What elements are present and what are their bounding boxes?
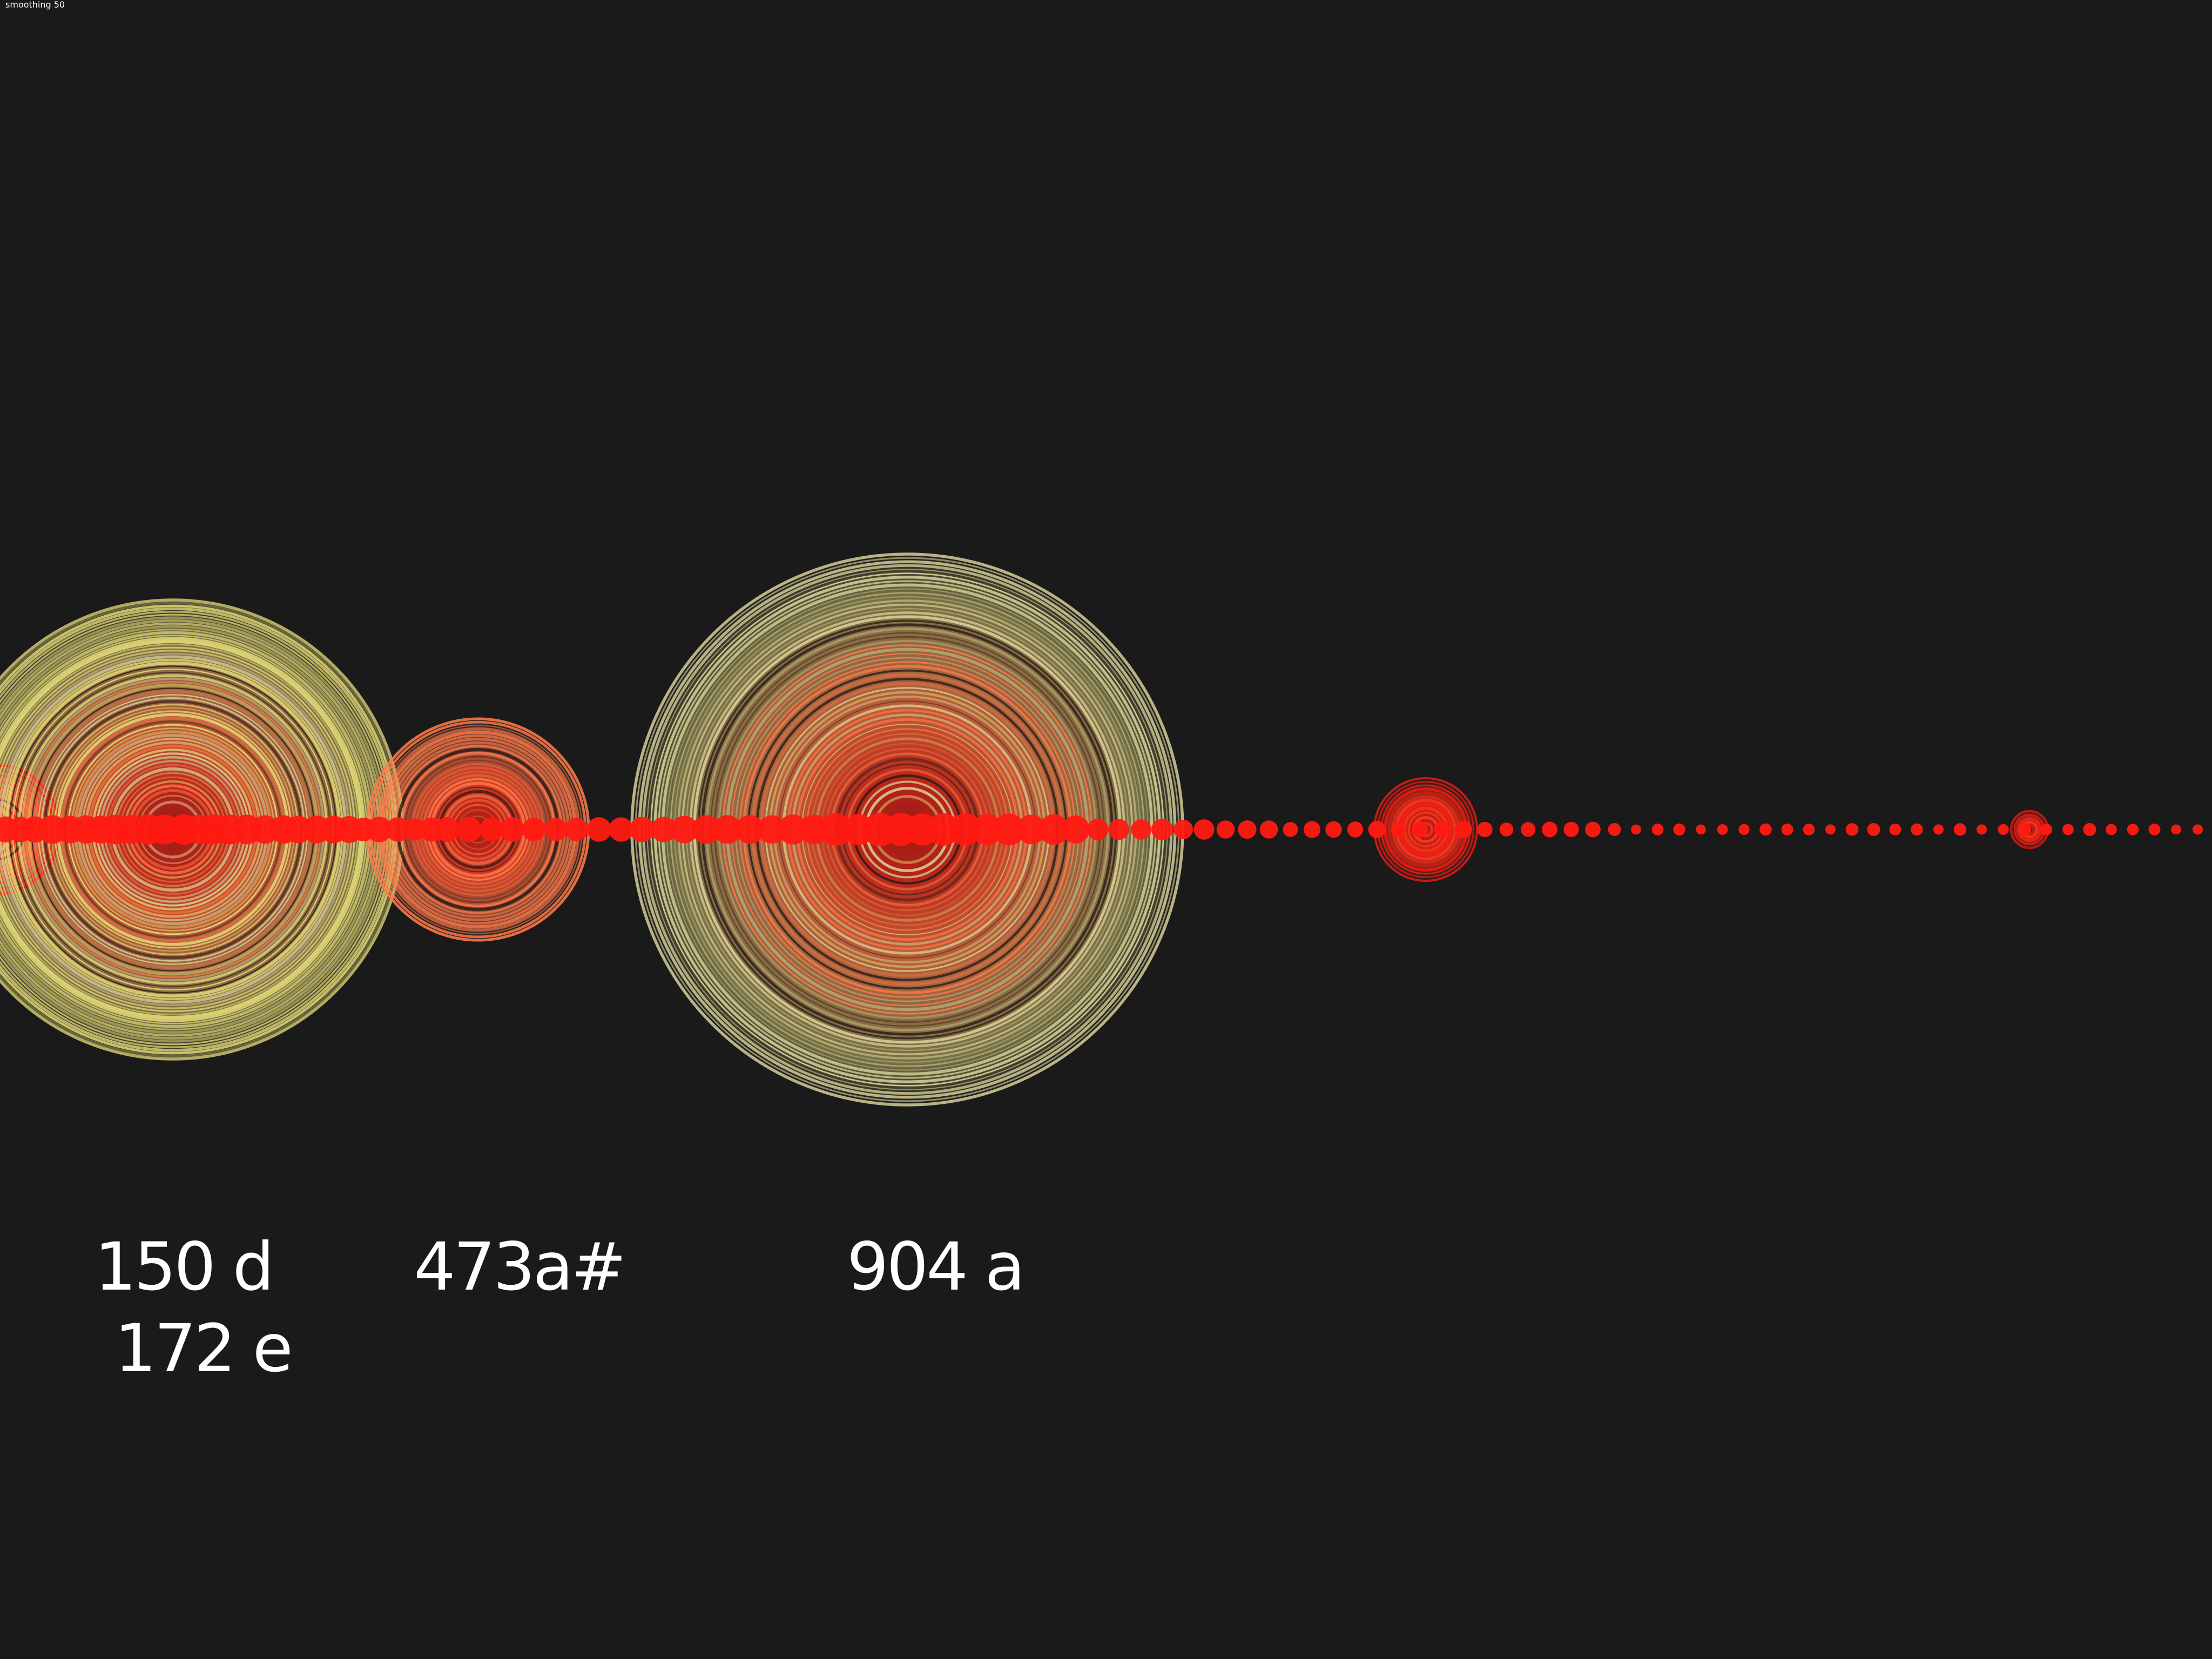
spectrum-dot (1173, 819, 1193, 840)
spectrum-dot (2171, 824, 2181, 835)
spectrum-dot (1845, 823, 1859, 836)
spectrum-dot (609, 817, 633, 842)
spectrum-dot (993, 813, 1025, 846)
spectrum-dot (1759, 823, 1772, 836)
spectrum-dot (1717, 824, 1728, 835)
spectrum-dot (386, 817, 410, 842)
spectrum-dot (1608, 823, 1621, 836)
spectrum-dot (366, 817, 392, 842)
spectrum-dot (1238, 820, 1257, 839)
spectrum-dot (1977, 824, 1987, 835)
spectrum-dot (758, 815, 786, 844)
spectrum-dot (1283, 822, 1298, 837)
spectrum-dot (1477, 821, 1493, 838)
spectrum-dot (1933, 824, 1944, 835)
spectrum-dot (1585, 821, 1601, 838)
spectrum-dot (1542, 821, 1557, 838)
spectrum-dot (2062, 824, 2074, 835)
spectrum-dot (1889, 824, 1901, 835)
peak-label-150-d: 150 d (95, 1229, 274, 1305)
smoothing-readout: smoothing 50 (5, 0, 65, 10)
spectrum-dot (651, 817, 677, 842)
spectrum-dot (1696, 824, 1706, 835)
spectrum-dot (1499, 822, 1514, 837)
spectrum-dot (972, 814, 1003, 845)
spectrum-dot (434, 817, 460, 842)
spectrum-dot (522, 818, 546, 841)
spectrum-dot (1631, 824, 1641, 835)
spectrum-dot (1738, 824, 1750, 835)
spectrum-dot (1781, 824, 1793, 835)
spectrum-dot (1412, 821, 1428, 838)
spectrum-dot (2193, 824, 2203, 835)
spectrum-dot (1193, 819, 1215, 840)
spectrum-dot (1038, 814, 1069, 845)
spectrum-dot (2040, 824, 2053, 835)
spectrum-dots (0, 813, 2203, 846)
spectrum-dot (692, 815, 721, 844)
spectrum-dot (1651, 824, 1664, 835)
spectrum-dot (1673, 823, 1685, 836)
spectrum-dot (1391, 822, 1406, 837)
peak-label-172-e: 172 e (114, 1310, 293, 1387)
spectrum-dot (1062, 815, 1090, 844)
spectrum-dot (736, 815, 765, 844)
cluster-small-b-ring (2017, 817, 2042, 842)
spectrum-dot (2148, 824, 2161, 835)
spectrum-dot (2083, 823, 2096, 836)
spectrum-dot (1563, 821, 1579, 838)
spectrum-dot (1867, 823, 1880, 836)
spectrum-dot (403, 818, 427, 841)
spectrum-dot (544, 818, 568, 841)
spectrum-dot (1911, 823, 1923, 836)
spectrum-dot (564, 818, 588, 841)
spectrum-dot (1325, 821, 1342, 838)
spectrum-dot (2018, 823, 2032, 836)
peak-label-473-a-sharp: 473a# (414, 1229, 626, 1305)
spectrum-dot (1216, 820, 1235, 839)
spectrum-dot (820, 813, 853, 846)
spectrum-dot (713, 815, 742, 844)
spectrum-dot (2127, 824, 2139, 835)
spectrum-dot (1151, 819, 1173, 840)
spectrum-dot (1803, 824, 1815, 835)
spectrum-dot (2106, 824, 2117, 835)
spectrum-dot (480, 817, 504, 842)
spectrum-dot (1087, 818, 1109, 841)
spectrum-dot (1303, 821, 1321, 838)
spectrum-dot (1953, 823, 1967, 836)
spectrum-dot (1131, 819, 1152, 840)
spectrum-dot (1998, 824, 2009, 835)
spectrum-dot (456, 817, 482, 842)
spectrum-dot (1108, 819, 1130, 840)
spectrum-dot (629, 817, 655, 842)
spectrum-dot (1825, 824, 1836, 835)
spectrum-dot (500, 817, 524, 842)
spectrum-dot (670, 815, 698, 844)
spectrum-dot (1520, 822, 1536, 837)
spectrum-dot (1368, 821, 1386, 838)
spectrum-dot (586, 817, 611, 842)
smoothing-label: smoothing (5, 0, 51, 10)
spectrum-dot (1434, 821, 1449, 838)
spectrum-dot (778, 814, 808, 845)
spectrum-dot (1259, 820, 1278, 839)
spectrum-dot (949, 813, 982, 846)
peak-label-904-a: 904 a (847, 1229, 1025, 1305)
spectrum-dot (1016, 814, 1047, 845)
spectrum-dot (1347, 821, 1364, 838)
spectrum-dot (1454, 820, 1472, 839)
smoothing-value: 50 (53, 0, 65, 10)
